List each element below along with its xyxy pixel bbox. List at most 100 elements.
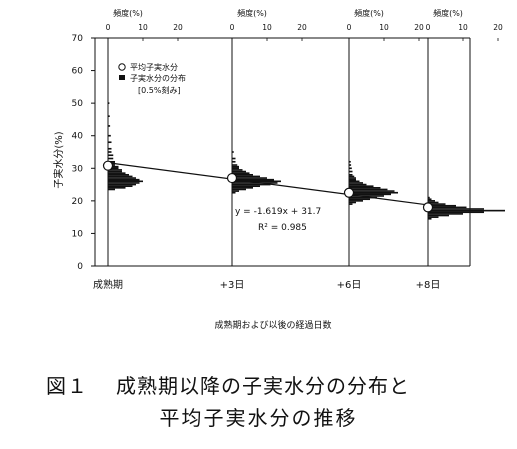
distribution-bar (349, 182, 363, 184)
distribution-bar (349, 190, 395, 192)
distribution-bar (108, 177, 136, 179)
distribution-bar (232, 175, 260, 178)
regression-equation: y = -1.619x + 31.7 (235, 207, 321, 217)
freq-tick-label: 20 (493, 23, 503, 32)
freq-tick-label: 20 (414, 23, 424, 32)
y-axis-title: 子実水分(%) (52, 131, 65, 188)
y-tick-label: 50 (72, 99, 84, 109)
distribution-bar (428, 209, 505, 212)
figure-number: 図１ (46, 374, 88, 398)
distribution-bar (349, 178, 356, 181)
moisture-distributions (108, 102, 505, 220)
distribution-bar (232, 185, 260, 188)
freq-axis-title: 頻度(%) (354, 8, 384, 18)
distribution-bar (232, 170, 246, 173)
distribution-bar (108, 182, 140, 184)
distribution-bar (349, 180, 360, 183)
distribution-bar (108, 160, 115, 163)
distribution-bar (232, 188, 246, 191)
distribution-bar (108, 170, 122, 173)
regression-line (107, 162, 429, 206)
distribution-bar (232, 178, 274, 181)
distribution-bar (108, 102, 110, 104)
distribution-bar (108, 157, 114, 160)
legend-label-mean: 平均子実水分 (130, 62, 178, 72)
distribution-bar (349, 177, 356, 179)
legend-circle-marker (118, 63, 126, 71)
distribution-bar (232, 164, 238, 166)
distribution-bar (349, 201, 356, 204)
mean-point (226, 172, 238, 184)
distribution-bar (349, 193, 391, 196)
distribution-bar (108, 134, 111, 137)
distribution-bar (349, 167, 352, 170)
distribution-bar (108, 187, 126, 189)
distribution-bar (108, 154, 114, 157)
distribution-bar (108, 147, 112, 150)
distribution-bar (428, 204, 456, 207)
y-tick-label: 60 (72, 67, 84, 77)
distribution-bar (108, 175, 133, 178)
regression-line-group (107, 162, 429, 206)
mean-point (422, 202, 434, 213)
x-tick-label: +6日 (337, 280, 362, 291)
distribution-bar (349, 188, 388, 191)
distribution-bar (349, 170, 353, 173)
freq-tick-label: 0 (347, 23, 352, 32)
distribution-bar (232, 182, 278, 184)
x-tick-label: 成熟期 (93, 278, 123, 291)
distribution-bar (349, 195, 384, 197)
distribution-bar (108, 125, 111, 127)
freq-tick-label: 10 (379, 23, 389, 32)
y-tick-label: 0 (77, 262, 83, 272)
distribution-bar (428, 200, 435, 202)
distribution-bar (232, 160, 236, 163)
freq-tick-label: 0 (106, 23, 111, 32)
distribution-bar (349, 203, 353, 205)
freq-tick-label: 20 (297, 23, 307, 32)
distribution-bar (232, 177, 267, 179)
mean-points (102, 160, 434, 213)
distribution-bar (349, 183, 367, 186)
freq-axis-title: 頻度(%) (237, 8, 267, 18)
y-tick-label: 20 (72, 197, 84, 207)
legend-background (112, 59, 212, 95)
freq-axis-title: 頻度(%) (113, 8, 143, 18)
freq-axis-title: 頻度(%) (433, 8, 463, 18)
distribution-bar (349, 196, 377, 199)
distribution-bar (108, 188, 115, 191)
freq-tick-label: 10 (262, 23, 272, 32)
distribution-bar (232, 187, 253, 189)
distribution-bar (428, 217, 432, 220)
distribution-bar (232, 191, 236, 194)
regression-annotation: y = -1.619x + 31.7 R² = 0.985 (235, 207, 321, 233)
distribution-bar (349, 200, 363, 202)
distribution-bar (232, 167, 239, 170)
distribution-bar (108, 173, 129, 176)
distribution-bar (232, 173, 253, 176)
legend-bar-marker (119, 75, 125, 80)
freq-tick-label: 10 (458, 23, 468, 32)
distribution-bar (108, 165, 119, 168)
distribution-bar (108, 183, 136, 186)
distribution-bar (349, 164, 352, 166)
freq-tick-label: 0 (230, 23, 235, 32)
distribution-bar (108, 141, 112, 144)
distribution-bar (232, 151, 234, 153)
distribution-bar (232, 183, 271, 186)
freq-tick-label: 10 (138, 23, 148, 32)
figure-caption-line1: 図１ 成熟期以降の子実水分の分布と (46, 370, 517, 399)
distribution-bar (108, 172, 126, 174)
freq-tick-label: 0 (426, 23, 431, 32)
distribution-bar (428, 198, 432, 201)
regression-r2: R² = 0.985 (258, 223, 307, 233)
distribution-bar (349, 185, 374, 188)
distribution-bar (108, 180, 143, 183)
distribution-bar (232, 190, 239, 192)
distribution-bar (108, 178, 140, 181)
distribution-bar (349, 160, 351, 163)
distribution-bar (428, 201, 439, 204)
